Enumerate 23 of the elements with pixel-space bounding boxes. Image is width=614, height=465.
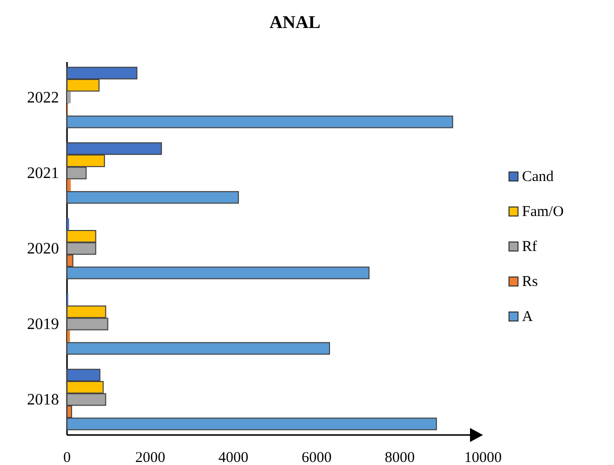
x-tick-label: 8000 (384, 450, 415, 465)
x-tick-label: 4000 (218, 450, 248, 465)
legend-label: Fam/O (522, 204, 564, 220)
legend-label: Rf (522, 239, 538, 255)
x-tick-label: 6000 (302, 450, 332, 465)
y-tick-label: 2019 (27, 316, 59, 334)
y-tick-label: 2022 (27, 89, 59, 106)
bar (66, 342, 330, 355)
bar (67, 330, 70, 342)
y-tick-label: 2021 (27, 164, 59, 182)
bar (66, 191, 239, 204)
x-tick-label: 10000 (464, 450, 502, 465)
x-tick-label: 2000 (135, 450, 166, 465)
y-tick-label: 2020 (27, 240, 59, 258)
chart-title: ANAL (269, 12, 321, 32)
bar (66, 116, 454, 128)
bar (67, 179, 71, 191)
legend-label: A (522, 309, 533, 325)
y-tick-label: 2018 (27, 392, 59, 409)
bar (67, 92, 71, 104)
x-tick-label: 0 (63, 450, 71, 465)
legend-label: Rs (522, 274, 538, 290)
legend-label: Cand (522, 169, 554, 185)
